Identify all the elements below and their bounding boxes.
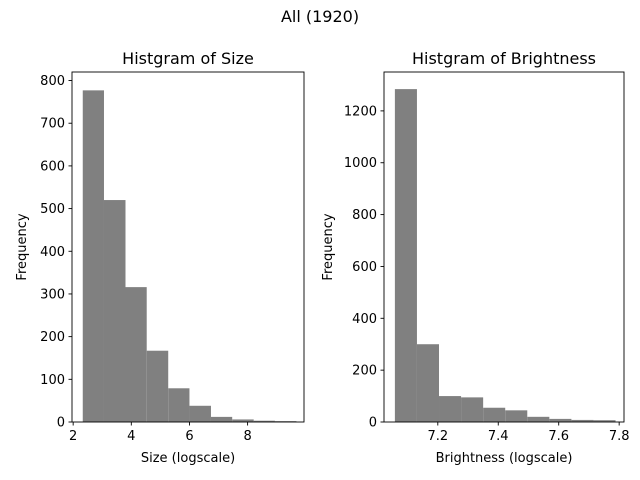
y-axis-label: Frequency <box>15 213 30 280</box>
y-tick-label: 200 <box>40 330 65 345</box>
y-tick-label: 200 <box>352 364 377 379</box>
y-tick-label: 500 <box>40 202 65 217</box>
y-tick-label: 600 <box>40 159 65 174</box>
y-tick-label: 1200 <box>344 104 377 119</box>
y-tick-label: 300 <box>40 287 65 302</box>
histogram-bar <box>593 420 616 422</box>
histogram-bar <box>527 416 550 422</box>
histogram-bar <box>483 407 506 422</box>
histogram-bar <box>439 396 462 422</box>
y-tick-label: 0 <box>369 416 377 431</box>
x-tick-label: 7.4 <box>488 429 509 444</box>
histogram-bar <box>232 419 254 422</box>
y-tick-label: 600 <box>352 260 377 275</box>
histogram-bar <box>461 397 484 422</box>
y-axis-label: Frequency <box>321 213 336 280</box>
x-tick-label: 7.2 <box>427 429 448 444</box>
y-tick-label: 700 <box>40 117 65 132</box>
plot-frame <box>383 71 625 423</box>
y-tick-label: 100 <box>40 373 65 388</box>
chart-panel-2: 7.2 7.4 7.6 7.8 0 200 400 600 800 1000 1200 Histgra… <box>321 49 630 466</box>
x-tick-label: 7.8 <box>609 429 630 444</box>
histogram-bar <box>549 418 572 422</box>
histogram-bar <box>82 90 104 422</box>
y-tick-label: 800 <box>352 208 377 223</box>
y-tick-label: 0 <box>57 416 65 431</box>
chart-title: Histgram of Size <box>122 49 254 68</box>
histogram-bar <box>168 388 190 422</box>
chart-title: Histgram of Brightness <box>412 49 596 68</box>
figure-suptitle: All (1920) <box>280 7 360 26</box>
histogram-bar <box>210 416 233 422</box>
x-axis-label: Brightness (logscale) <box>436 451 573 466</box>
histogram-bar <box>571 419 594 422</box>
histogram-bar <box>394 89 417 422</box>
y-tick-label: 1000 <box>344 156 377 171</box>
histogram-bar <box>125 287 147 422</box>
histogram-bar <box>146 350 169 422</box>
x-tick-label: 7.6 <box>548 429 569 444</box>
histogram-bar <box>505 410 528 422</box>
chart-panel-1: 2 4 6 8 0 100 200 300 400 500 600 700 800 Histgram of… <box>15 49 305 466</box>
x-axis-label: Size (logscale) <box>141 451 235 466</box>
histogram-bar <box>103 200 126 422</box>
y-tick-label: 400 <box>352 312 377 327</box>
y-tick-label: 400 <box>40 245 65 260</box>
x-tick-label: 4 <box>127 429 135 444</box>
histogram-bar <box>253 420 275 422</box>
plot-frame <box>71 71 305 423</box>
histogram-bar <box>189 405 211 422</box>
x-tick-label: 8 <box>243 429 251 444</box>
x-tick-label: 2 <box>69 429 77 444</box>
y-tick-label: 800 <box>40 74 65 89</box>
histogram-bar <box>416 344 440 422</box>
x-tick-label: 6 <box>185 429 193 444</box>
